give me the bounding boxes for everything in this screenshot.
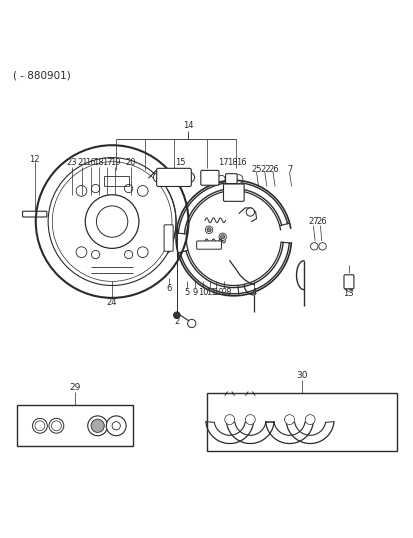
Text: 4: 4 [251,288,256,298]
Text: 16: 16 [85,159,96,167]
Text: 9: 9 [192,288,197,298]
Circle shape [304,415,314,424]
Circle shape [210,242,217,249]
Text: 20: 20 [125,159,135,167]
Text: 6: 6 [166,284,171,293]
Text: 21: 21 [77,159,88,167]
Text: 26: 26 [316,217,326,226]
Circle shape [173,312,180,318]
Text: 29: 29 [69,384,81,392]
Text: 27: 27 [307,217,318,226]
Text: 10: 10 [213,288,223,298]
Text: 26: 26 [268,166,278,174]
Text: 22: 22 [260,166,270,174]
FancyBboxPatch shape [17,405,133,447]
Text: 5: 5 [184,288,190,298]
Text: 13: 13 [342,289,353,298]
FancyBboxPatch shape [200,171,218,185]
Circle shape [153,173,163,182]
FancyBboxPatch shape [225,174,237,183]
Text: 24: 24 [107,298,117,307]
Text: 14: 14 [183,121,193,130]
Circle shape [200,242,207,249]
Text: 17: 17 [102,159,112,167]
Circle shape [32,419,47,433]
Circle shape [344,284,352,291]
Text: 17: 17 [218,159,228,167]
Circle shape [245,415,255,424]
Text: 10: 10 [197,288,208,298]
FancyBboxPatch shape [22,211,47,217]
FancyBboxPatch shape [206,393,396,450]
Text: 8: 8 [166,244,171,253]
Text: 23: 23 [66,159,77,167]
Circle shape [112,422,120,430]
Circle shape [220,235,224,239]
Circle shape [88,416,107,436]
Text: 18: 18 [93,159,104,167]
Text: 16: 16 [236,159,247,167]
FancyBboxPatch shape [343,275,353,289]
Text: 30: 30 [295,371,307,380]
Circle shape [233,174,242,183]
Text: 11: 11 [205,288,216,298]
Circle shape [184,173,194,182]
Text: 28: 28 [221,288,232,298]
Circle shape [49,419,64,433]
Text: 12: 12 [29,155,40,164]
Text: ( - 880901): ( - 880901) [13,71,71,81]
Circle shape [187,320,195,328]
Circle shape [217,175,225,183]
Text: 15: 15 [175,159,185,167]
Text: 19: 19 [110,159,120,167]
FancyBboxPatch shape [223,184,244,201]
Text: 25: 25 [251,166,261,174]
Circle shape [284,415,294,424]
Circle shape [51,421,61,431]
Text: 18: 18 [227,159,237,167]
FancyBboxPatch shape [164,225,173,251]
FancyBboxPatch shape [196,241,221,249]
Circle shape [206,228,211,232]
Circle shape [35,421,45,431]
Text: 2: 2 [174,317,179,327]
Text: 7: 7 [286,166,292,174]
FancyBboxPatch shape [156,168,191,187]
Circle shape [106,416,126,436]
Circle shape [91,419,104,433]
Circle shape [246,208,254,216]
Circle shape [224,415,234,424]
